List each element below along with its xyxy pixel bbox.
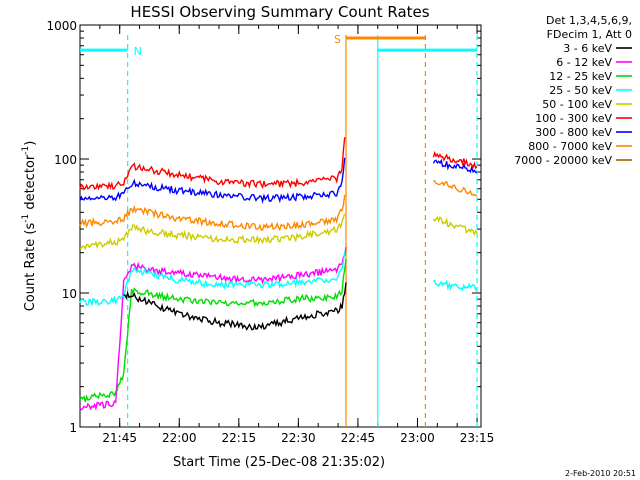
legend-header: Det 1,3,4,5,6,9, (546, 14, 632, 27)
y-tick-label: 1 (69, 421, 77, 435)
x-tick-label: 22:45 (341, 431, 376, 445)
x-tick-label: 23:00 (400, 431, 435, 445)
legend-entry-label: 3 - 6 keV (563, 42, 612, 55)
y-axis-label-close: ) (23, 141, 38, 146)
y-axis-label-main: Count Rate (s (23, 223, 38, 312)
y-axis-label-sup: -1 (21, 214, 31, 223)
y-tick-label: 100 (54, 153, 77, 167)
y-tick-label: 1000 (46, 19, 77, 33)
legend-entry-label: 7000 - 20000 keV (514, 154, 612, 167)
legend-entry-label: 6 - 12 keV (556, 56, 612, 69)
flag-label: S (334, 33, 341, 46)
flag-bars: NS (80, 33, 478, 58)
x-tick-label: 21:45 (102, 431, 137, 445)
footer-date: 2-Feb-2010 20:51 (565, 469, 636, 478)
x-tick-label: 22:30 (281, 431, 316, 445)
event-markers (127, 35, 478, 427)
series-line-12-25-kev (79, 258, 347, 403)
series-line-50-100-kev (79, 213, 478, 251)
y-axis-label: Count Rate (s-1 detector-1) (21, 141, 38, 312)
series-line-100-300-kev (79, 137, 478, 191)
series-line-800-7000-kev (79, 180, 478, 232)
legend-entry-label: 25 - 50 keV (549, 84, 612, 97)
series-line-6-12-kev (79, 246, 347, 412)
x-axis-label: Start Time (25-Dec-08 21:35:02) (173, 455, 385, 470)
legend-entry-label: 300 - 800 keV (535, 126, 612, 139)
x-tick-label: 23:15 (460, 431, 495, 445)
y-axis-label-mid: detector (23, 154, 38, 214)
legend-header: FDecim 1, Att 0 (547, 28, 632, 41)
legend-entry-label: 12 - 25 keV (549, 70, 612, 83)
legend-entry-label: 50 - 100 keV (542, 98, 612, 111)
series-lines (79, 137, 478, 412)
flag-label: N (134, 45, 142, 58)
y-axis-label-sup2: -1 (21, 146, 31, 155)
legend-entry-label: 100 - 300 keV (535, 112, 612, 125)
chart-title: HESSI Observing Summary Count Rates (130, 3, 429, 21)
y-tick-label: 10 (62, 287, 77, 301)
x-tick-label: 22:00 (162, 431, 197, 445)
series-line-3-6-kev (123, 282, 347, 331)
legend-entry-label: 800 - 7000 keV (528, 140, 612, 153)
axis-ticks: 21:45 22:00 22:15 22:30 22:45 23:00 23:15 1 10 10… (46, 19, 494, 445)
x-tick-label: 22:15 (222, 431, 257, 445)
series-line-300-800-kev (79, 157, 478, 204)
plot-frame (79, 24, 482, 428)
legend: Det 1,3,4,5,6,9,FDecim 1, Att 03 - 6 keV… (514, 14, 632, 167)
